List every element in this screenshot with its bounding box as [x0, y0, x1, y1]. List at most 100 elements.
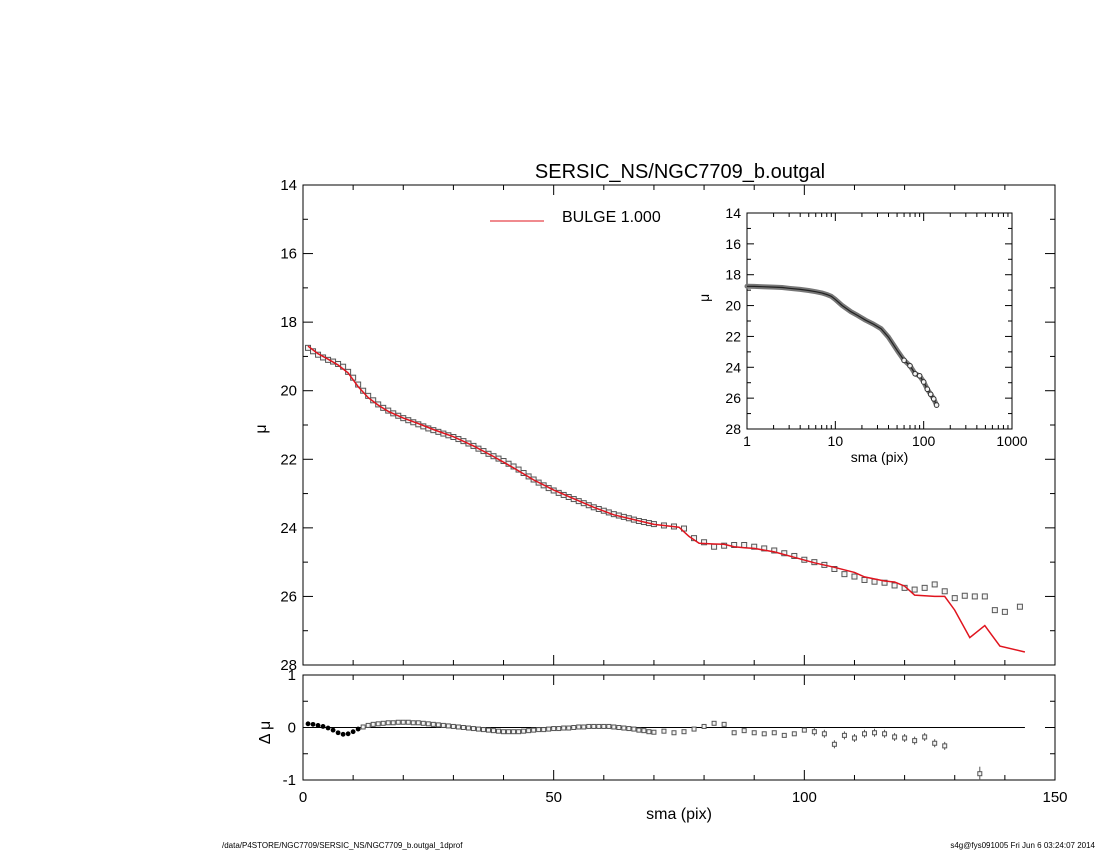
residual-point — [761, 731, 767, 737]
resid-y-tick-label: -1 — [283, 772, 296, 789]
residual-point — [932, 740, 938, 746]
residual-point — [405, 719, 411, 725]
main-plot-panel: 14 16 18 20 22 24 26 28 μ — [253, 177, 1056, 674]
residual-point — [541, 727, 547, 733]
data-point — [831, 566, 838, 572]
residual-point — [711, 720, 717, 726]
x-tick-label: 0 — [299, 789, 307, 806]
residual-point — [470, 726, 476, 732]
residual-point — [485, 727, 491, 733]
data-point — [891, 582, 898, 589]
residual-point — [511, 729, 517, 735]
residual-point — [315, 723, 321, 728]
residual-point — [671, 730, 677, 736]
residual-point — [601, 723, 607, 729]
inset-data-point — [912, 370, 918, 377]
residual-point — [581, 724, 587, 730]
residual-point — [325, 725, 331, 731]
residual-point — [556, 726, 562, 732]
y-tick-label: 18 — [280, 314, 297, 331]
footer-timestamp: s4g@fys091005 Fri Jun 6 03:24:07 2014 — [950, 841, 1095, 850]
residual-point — [360, 724, 366, 730]
y-tick-label: 14 — [280, 177, 297, 194]
inset-data-point — [901, 357, 907, 364]
inset-x-tick-label: 1 — [743, 433, 751, 449]
x-tick-label: 150 — [1042, 789, 1067, 806]
data-point — [851, 573, 858, 580]
y-tick-label: 22 — [280, 451, 297, 468]
residual-point — [355, 726, 361, 732]
legend: BULGE 1.000 — [490, 209, 661, 226]
inset-data-point — [916, 372, 923, 379]
inset-x-tick-label: 1000 — [996, 433, 1027, 449]
data-point — [981, 593, 988, 600]
residual-point — [531, 727, 537, 733]
x-tick-label: 50 — [545, 789, 562, 806]
residual-point — [596, 723, 602, 729]
residual-point — [465, 725, 471, 731]
data-point — [881, 579, 888, 586]
residual-point — [445, 723, 451, 729]
residual-point — [335, 730, 341, 736]
residual-point — [551, 726, 557, 732]
residual-point — [791, 731, 797, 737]
inset-data-point — [924, 386, 931, 392]
data-point — [741, 542, 748, 548]
data-point — [761, 545, 768, 552]
residual-point — [651, 729, 657, 735]
data-point — [841, 571, 848, 578]
data-point — [911, 586, 918, 593]
residual-point — [902, 735, 908, 741]
data-point — [941, 588, 948, 595]
residual-point — [375, 721, 381, 727]
residual-point — [621, 725, 627, 731]
residual-point — [496, 728, 502, 734]
residual-point — [681, 729, 687, 735]
chart-title: SERSIC_NS/NGC7709_b.outgal — [535, 161, 825, 183]
data-point — [931, 581, 938, 588]
inset-y-tick-label: 22 — [725, 328, 741, 344]
residual-point — [475, 726, 481, 732]
residual-point — [455, 724, 461, 730]
data-point — [921, 584, 928, 591]
data-point — [721, 542, 728, 549]
inset-data-point — [927, 391, 934, 398]
residual-point — [571, 725, 577, 730]
residual-point — [491, 728, 497, 734]
residual-point — [385, 720, 391, 726]
data-point — [1001, 608, 1008, 615]
residual-point — [611, 724, 617, 730]
residual-point — [831, 741, 837, 747]
residual-point — [460, 725, 466, 730]
data-point — [731, 542, 738, 548]
y-tick-label: 16 — [280, 246, 297, 263]
residual-point — [942, 743, 948, 749]
residual-point — [811, 729, 817, 735]
residual-point — [741, 728, 747, 734]
inset-x-axis-label: sma (pix) — [851, 449, 909, 465]
residual-point — [450, 723, 456, 729]
residual-point — [977, 771, 983, 777]
residual-point — [661, 728, 667, 734]
residual-point — [305, 721, 311, 727]
residual-point — [781, 732, 787, 738]
residual-point — [591, 723, 597, 729]
residual-point — [631, 726, 637, 732]
residual-point — [576, 724, 582, 730]
residual-point — [922, 734, 928, 740]
inset-x-tick-label: 10 — [828, 433, 844, 449]
residual-point — [721, 721, 727, 727]
residual-point — [390, 720, 396, 726]
residual-point — [430, 721, 436, 727]
inset-log-plot-panel: 14 16 18 20 22 24 26 281 10 100 1000 sma (pix) μ — [696, 205, 1028, 465]
residual-point — [841, 732, 847, 738]
x-axis-label: sma (pix) — [646, 806, 712, 823]
model-line — [307, 345, 1026, 653]
residual-point — [320, 724, 326, 729]
legend-label-model: BULGE 1.000 — [562, 209, 661, 226]
residual-point — [501, 729, 507, 735]
resid-y-tick-label: 0 — [288, 720, 296, 737]
residual-point — [751, 730, 757, 736]
residual-point — [801, 727, 807, 733]
